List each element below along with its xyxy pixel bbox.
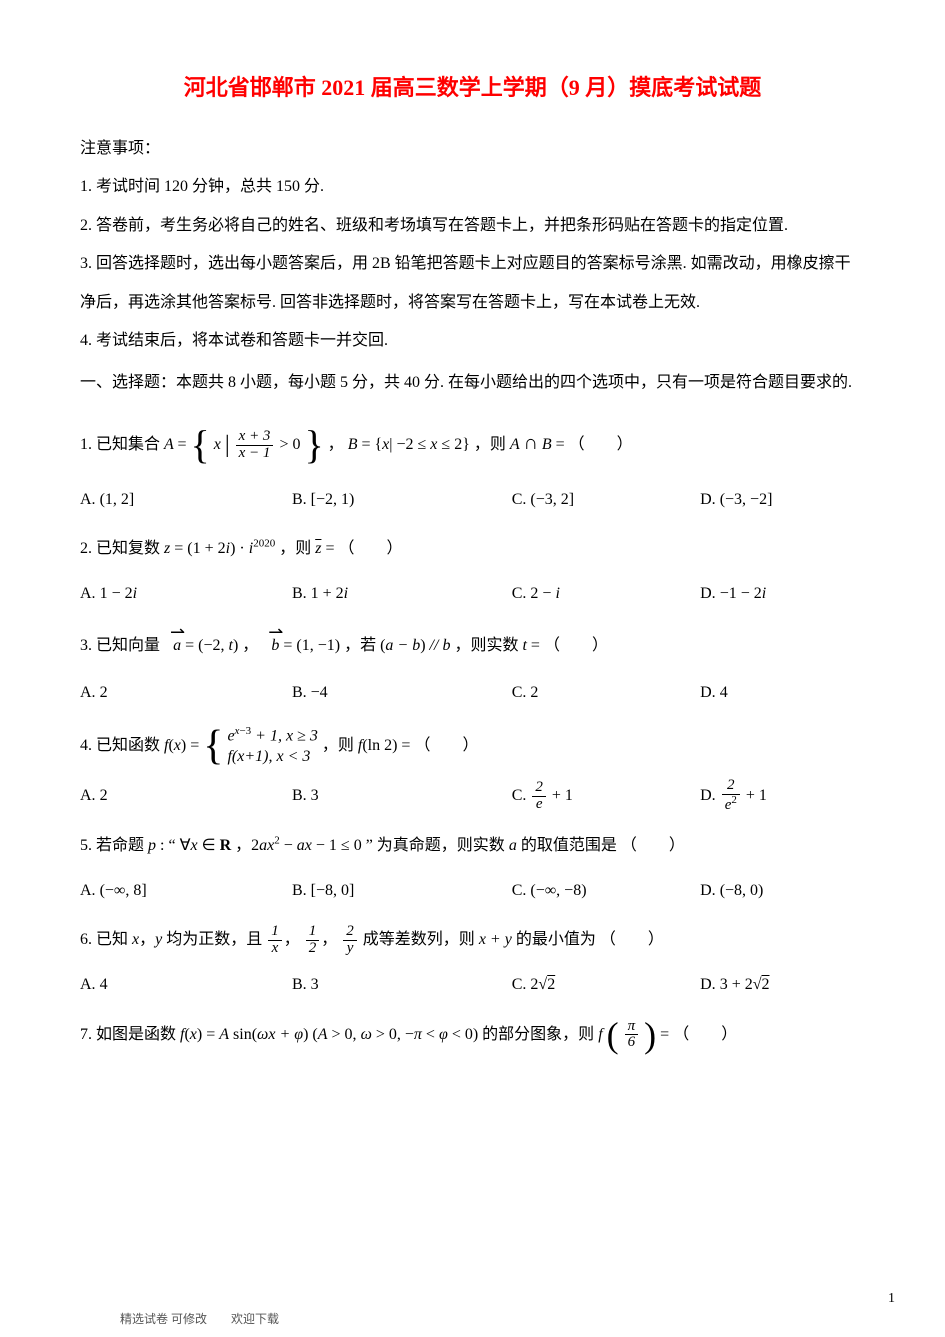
q1-num: 1. bbox=[80, 436, 92, 453]
q1-blank: （ ） bbox=[569, 436, 633, 453]
q1-options: A. (1, 2] B. [−2, 1) C. (−3, 2] D. (−3, … bbox=[80, 482, 865, 517]
q6-num: 6. bbox=[80, 931, 92, 948]
q4-num: 4. bbox=[80, 737, 92, 754]
q1-opt-b: [−2, 1) bbox=[311, 491, 355, 508]
q5-stem-pre: 若命题 bbox=[96, 837, 148, 854]
q3-opt-b: −4 bbox=[311, 684, 328, 701]
q4-opt-a: 2 bbox=[100, 787, 108, 804]
q4-opt-b: 3 bbox=[311, 787, 319, 804]
q6-blank: （ ） bbox=[600, 931, 664, 948]
q1-opt-d: (−3, −2] bbox=[720, 491, 773, 508]
q6-stem-pre: 已知 bbox=[96, 931, 132, 948]
q6-opt-a: 4 bbox=[100, 976, 108, 993]
q7-num: 7. bbox=[80, 1026, 92, 1043]
q1-stem-pre: 已知集合 bbox=[96, 436, 164, 453]
q7-stem-pre: 如图是函数 bbox=[96, 1026, 180, 1043]
q2-blank: （ ） bbox=[338, 540, 402, 557]
q5-options: A. (−∞, 8] B. [−8, 0] C. (−∞, −8) D. (−8… bbox=[80, 873, 865, 908]
q2-num: 2. bbox=[80, 540, 92, 557]
q2-options: A. 1 − 2i B. 1 + 2i C. 2 − i D. −1 − 2i bbox=[80, 576, 865, 611]
question-6: 6. 已知 x，y 均为正数，且 1x， 12， 2y 成等差数列，则 x + … bbox=[80, 922, 865, 1002]
question-3: 3. 已知向量 ⇀a = (−2, t) ， ⇀b = (1, −1) ，若 (… bbox=[80, 625, 865, 710]
q3-options: A. 2 B. −4 C. 2 D. 4 bbox=[80, 675, 865, 710]
q4-options: A. 2 B. 3 C. 2e + 1 D. 2e2 + 1 bbox=[80, 778, 865, 814]
q5-opt-d: (−8, 0) bbox=[720, 882, 764, 899]
section-intro: 一、选择题：本题共 8 小题，每小题 5 分，共 40 分. 在每小题给出的四个… bbox=[80, 364, 865, 402]
q4-stem-pre: 已知函数 bbox=[96, 737, 164, 754]
question-5: 5. 若命题 p : “ ∀x ∈ R ，2ax2 − ax − 1 ≤ 0 ”… bbox=[80, 828, 865, 908]
q6-options: A. 4 B. 3 C. 2√2 D. 3 + 2√2 bbox=[80, 967, 865, 1002]
q3-blank: （ ） bbox=[544, 637, 608, 654]
q5-opt-a: (−∞, 8] bbox=[100, 882, 147, 899]
question-2: 2. 已知复数 z = (1 + 2i) · i2020 ，则 z = （ ） … bbox=[80, 531, 865, 611]
notice-2: 2. 答卷前，考生务必将自己的姓名、班级和考场填写在答题卡上，并把条形码贴在答题… bbox=[80, 207, 865, 245]
q5-opt-c: (−∞, −8) bbox=[530, 882, 586, 899]
exam-title: 河北省邯郸市 2021 届高三数学上学期（9 月）摸底考试试题 bbox=[80, 70, 865, 102]
q3-stem-pre: 已知向量 bbox=[96, 637, 164, 654]
q7-blank: （ ） bbox=[673, 1026, 737, 1043]
q1-opt-a: (1, 2] bbox=[100, 491, 135, 508]
q3-opt-c: 2 bbox=[530, 684, 538, 701]
question-4: 4. 已知函数 f(x) = { ex−3 + 1, x ≥ 3 f(x+1),… bbox=[80, 724, 865, 814]
q3-num: 3. bbox=[80, 637, 92, 654]
footer-left: 精选试卷 可修改 欢迎下载 bbox=[120, 1310, 279, 1327]
notice-heading: 注意事项： bbox=[80, 130, 865, 168]
notice-4: 4. 考试结束后，将本试卷和答题卡一并交回. bbox=[80, 322, 865, 360]
q2-stem-pre: 已知复数 bbox=[96, 540, 164, 557]
question-1: 1. 已知集合 A = { x | x + 3x − 1 > 0 } ， B =… bbox=[80, 419, 865, 517]
question-7: 7. 如图是函数 f(x) = A sin(ωx + φ) (A > 0, ω … bbox=[80, 1017, 865, 1052]
q6-opt-b: 3 bbox=[311, 976, 319, 993]
exam-page: 河北省邯郸市 2021 届高三数学上学期（9 月）摸底考试试题 注意事项： 1.… bbox=[0, 0, 945, 1337]
q4-blank: （ ） bbox=[414, 737, 478, 754]
notice-1: 1. 考试时间 120 分钟，总共 150 分. bbox=[80, 168, 865, 206]
q3-opt-d: 4 bbox=[720, 684, 728, 701]
q5-num: 5. bbox=[80, 837, 92, 854]
page-number: 1 bbox=[888, 1291, 895, 1307]
q5-opt-b: [−8, 0] bbox=[311, 882, 355, 899]
q5-blank: （ ） bbox=[621, 837, 685, 854]
q1-opt-c: (−3, 2] bbox=[530, 491, 574, 508]
q3-opt-a: 2 bbox=[100, 684, 108, 701]
notice-3: 3. 回答选择题时，选出每小题答案后，用 2B 铅笔把答题卡上对应题目的答案标号… bbox=[80, 245, 865, 322]
